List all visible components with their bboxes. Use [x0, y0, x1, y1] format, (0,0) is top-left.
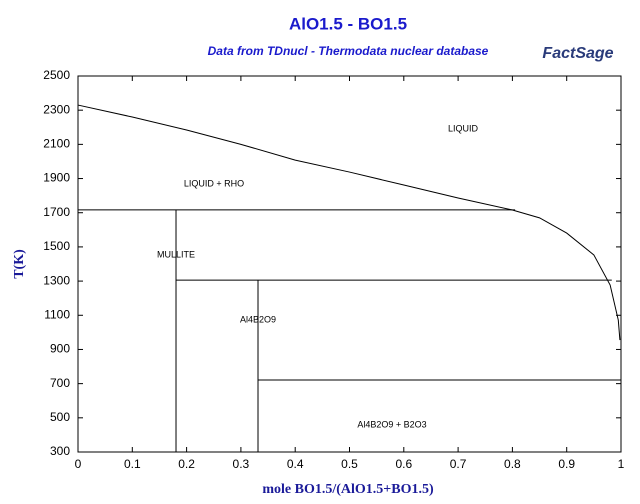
region-label: MULLITE: [157, 249, 195, 259]
y-tick-label: 1500: [43, 239, 70, 253]
x-tick-label: 0.8: [504, 457, 521, 471]
region-label: Al4B2O9 + B2O3: [357, 419, 426, 429]
y-tick-label: 500: [50, 410, 70, 424]
y-tick-label: 900: [50, 342, 70, 356]
y-tick-label: 2300: [43, 102, 70, 116]
region-label: Al4B2O9: [240, 314, 276, 324]
phase-boundary: [77, 104, 621, 341]
x-tick-label: 0: [75, 457, 82, 471]
y-tick-label: 700: [50, 376, 70, 390]
y-tick-label: 2500: [43, 68, 70, 82]
region-label: LIQUID: [448, 123, 479, 133]
y-tick-label: 1700: [43, 205, 70, 219]
x-tick-label: 0.5: [341, 457, 358, 471]
x-tick-label: 1: [618, 457, 625, 471]
x-tick-label: 0.2: [178, 457, 195, 471]
chart-title: AlO1.5 - BO1.5: [289, 14, 407, 33]
y-axis-label: T(K): [12, 249, 27, 279]
chart-subtitle: Data from TDnucl - Thermodata nuclear da…: [208, 44, 489, 58]
region-label: LIQUID + RHO: [184, 178, 244, 188]
y-tick-label: 1900: [43, 171, 70, 185]
x-tick-label: 0.9: [558, 457, 575, 471]
x-tick-label: 0.7: [450, 457, 467, 471]
y-tick-label: 1100: [44, 307, 70, 321]
y-tick-label: 2100: [43, 137, 70, 151]
x-axis-label: mole BO1.5/(AlO1.5+BO1.5): [262, 482, 434, 497]
logo: FactSage: [542, 45, 613, 62]
y-tick-label: 1300: [43, 273, 70, 287]
x-tick-label: 0.4: [287, 457, 304, 471]
x-tick-label: 0.1: [124, 457, 141, 471]
y-tick-label: 300: [50, 444, 70, 458]
x-tick-label: 0.3: [233, 457, 250, 471]
plot-frame: [77, 75, 622, 453]
x-tick-label: 0.6: [395, 457, 412, 471]
